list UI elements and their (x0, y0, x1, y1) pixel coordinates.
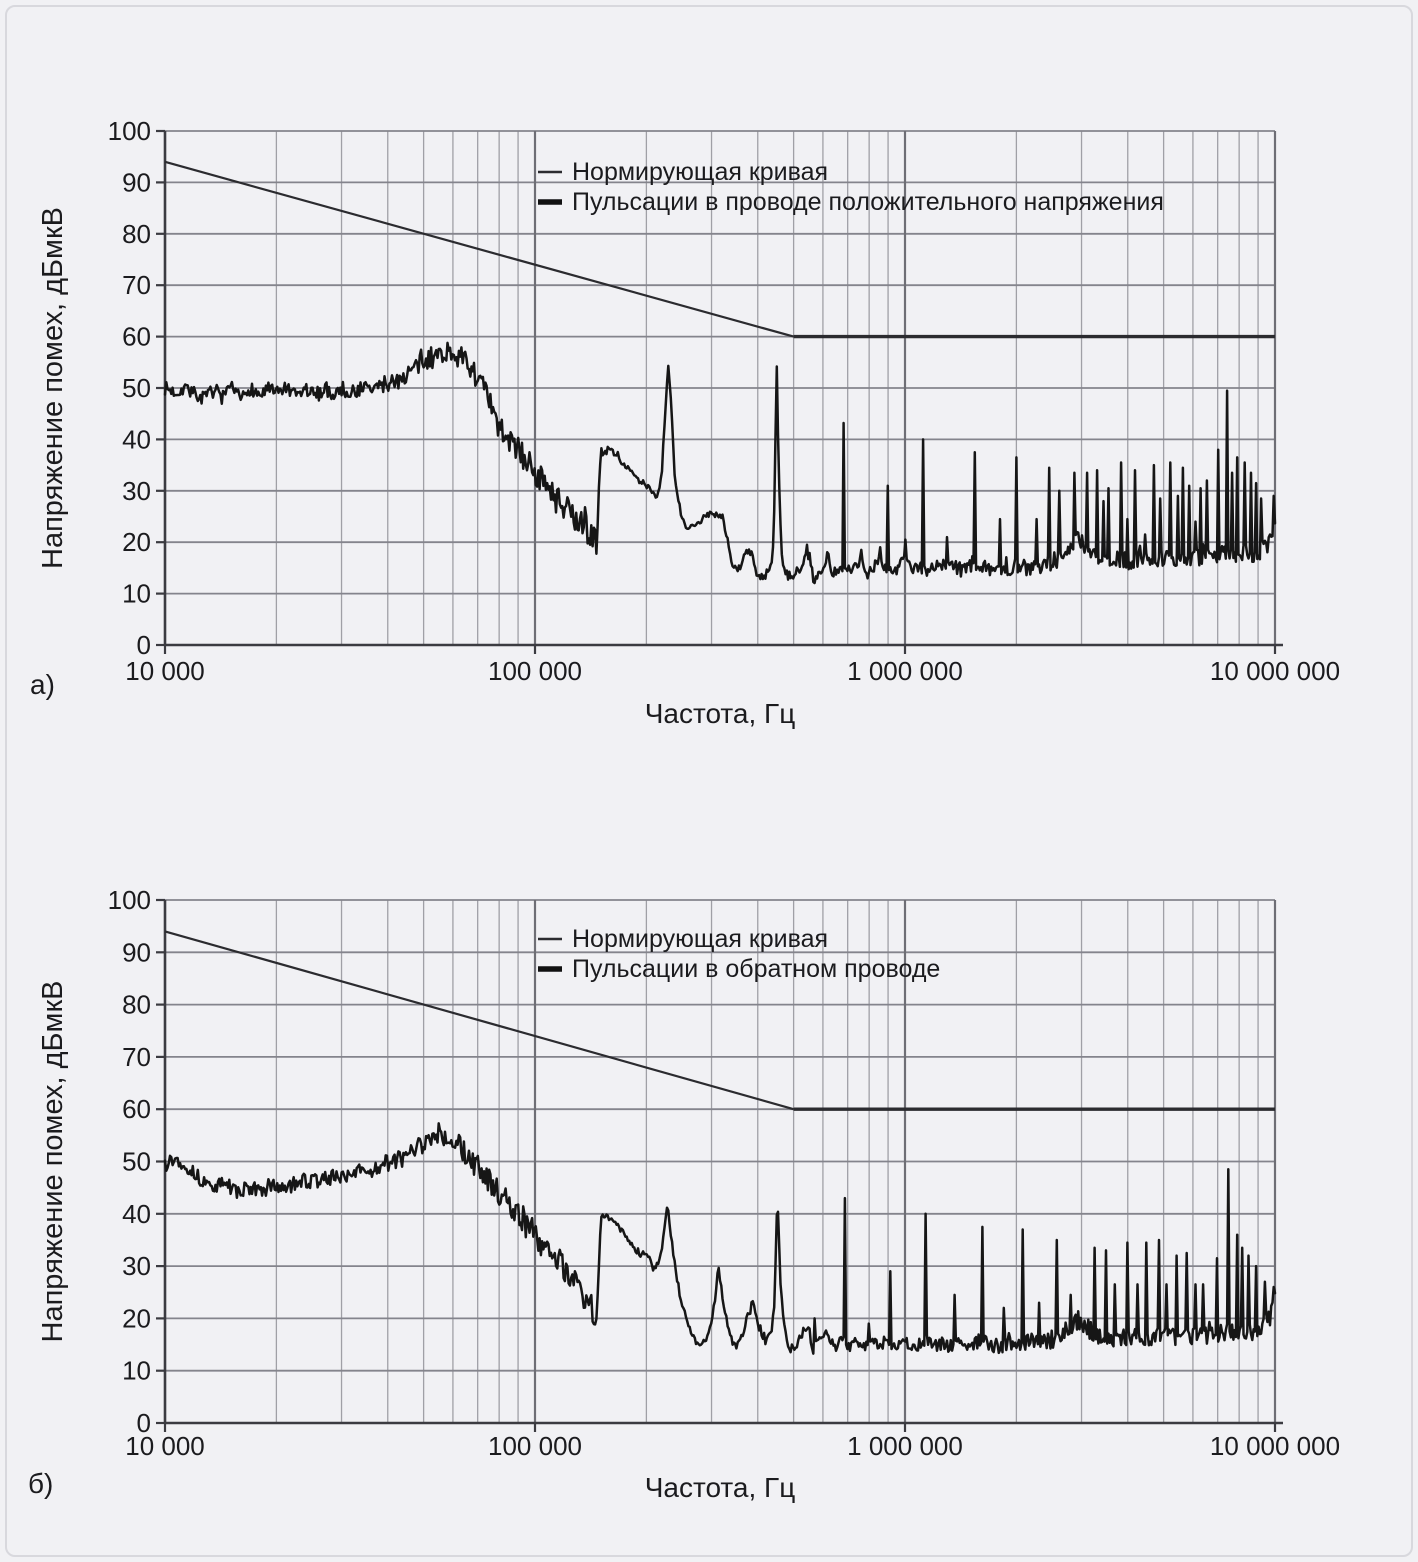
y-tick-label: 40 (122, 424, 151, 454)
axis-labels: 0 10 20 30 40 50 60 70 80 90 100 10 000 100 000 1 000… (28, 885, 1340, 1503)
x-tick-label: 10 000 000 (1210, 656, 1340, 686)
y-tick-label: 0 (137, 630, 151, 660)
x-tick-label: 1 000 000 (847, 1431, 963, 1461)
y-axis-title: Напряжение помех, дБмкВ (37, 980, 69, 1342)
y-axis-title: Напряжение помех, дБмкВ (37, 207, 69, 569)
y-tick-label: 70 (122, 270, 151, 300)
y-tick-label: 80 (122, 990, 151, 1020)
x-tick-label: 10 000 (125, 656, 205, 686)
spectrum-curve-line (163, 341, 1277, 585)
y-tick-label: 90 (122, 167, 151, 197)
axis-labels: 0 10 20 30 40 50 60 70 80 90 100 10 000 100 000 1 000… (30, 116, 1340, 729)
y-tick-label: 20 (122, 1303, 151, 1333)
x-tick-label: 10 000 (125, 1431, 205, 1461)
legend-label: Пульсации в проводе положительного напря… (572, 188, 1164, 216)
legend-label: Пульсации в обратном проводе (572, 955, 940, 983)
figure-card (5, 5, 1413, 1557)
y-tick-label: 0 (137, 1408, 151, 1438)
x-tick-label: 100 000 (488, 656, 582, 686)
y-tick-label: 70 (122, 1042, 151, 1072)
panel-label: б) (28, 1468, 53, 1499)
x-axis-title: Частота, Гц (645, 1472, 796, 1503)
y-tick-label: 60 (122, 322, 151, 352)
legend-label: Нормирующая кривая (572, 158, 828, 186)
y-tick-label: 50 (122, 373, 151, 403)
x-tick-label: 10 000 000 (1210, 1431, 1340, 1461)
y-tick-label: 50 (122, 1147, 151, 1177)
x-tick-label: 1 000 000 (847, 656, 963, 686)
x-tick-label: 100 000 (488, 1431, 582, 1461)
grid (165, 899, 1277, 1423)
y-tick-label: 30 (122, 476, 151, 506)
y-tick-label: 40 (122, 1199, 151, 1229)
norm-curve-line (164, 930, 794, 1111)
y-tick-label: 30 (122, 1251, 151, 1281)
chart-b: 0 10 20 30 40 50 60 70 80 90 100 10 000 100 000 1 000… (28, 885, 1340, 1503)
norm-curve-line (164, 160, 794, 338)
x-axis-title: Частота, Гц (645, 698, 796, 729)
panel-label: а) (30, 669, 55, 700)
y-tick-label: 100 (108, 116, 151, 146)
spectrum-curve-line (163, 1122, 1277, 1355)
y-tick-label: 90 (122, 937, 151, 967)
y-tick-label: 10 (122, 579, 151, 609)
legend-label: Нормирующая кривая (572, 925, 828, 953)
chart-a: 0 10 20 30 40 50 60 70 80 90 100 10 000 100 000 1 000… (30, 116, 1340, 729)
y-tick-label: 80 (122, 219, 151, 249)
y-tick-label: 20 (122, 527, 151, 557)
y-tick-label: 10 (122, 1356, 151, 1386)
y-tick-label: 60 (122, 1094, 151, 1124)
grid (165, 130, 1277, 645)
y-tick-label: 100 (108, 885, 151, 915)
